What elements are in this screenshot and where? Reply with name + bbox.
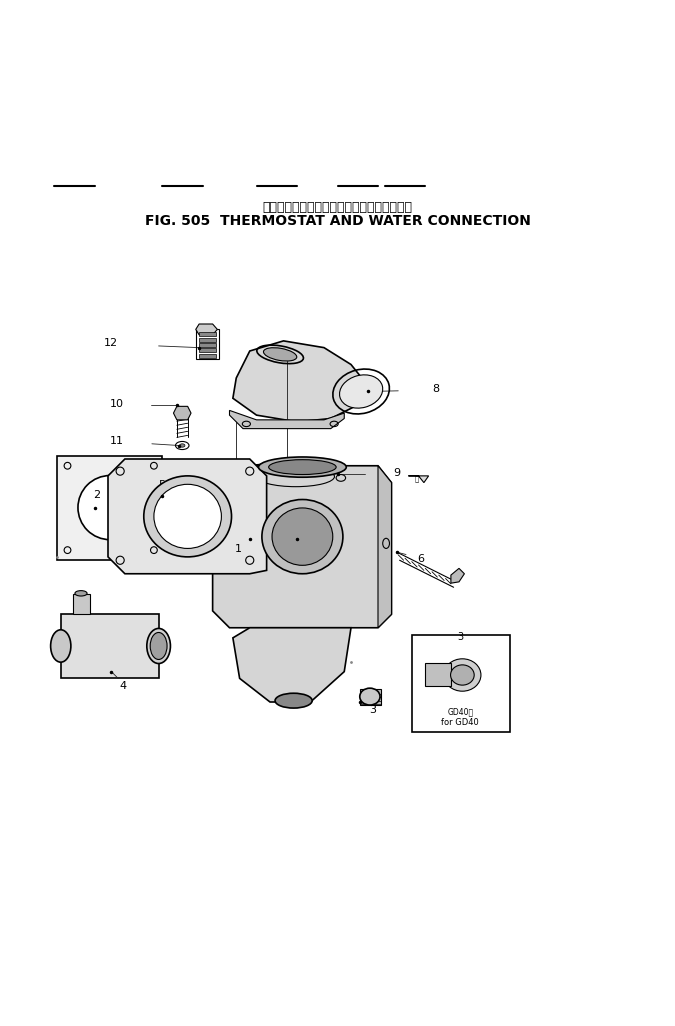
Text: GD40用: GD40用 bbox=[448, 708, 473, 716]
Text: 8: 8 bbox=[432, 385, 439, 394]
Text: FIG. 505  THERMOSTAT AND WATER CONNECTION: FIG. 505 THERMOSTAT AND WATER CONNECTION bbox=[144, 214, 531, 229]
Ellipse shape bbox=[180, 444, 185, 447]
Ellipse shape bbox=[263, 348, 297, 361]
Text: 3: 3 bbox=[457, 632, 464, 642]
Ellipse shape bbox=[150, 632, 167, 660]
Ellipse shape bbox=[144, 476, 232, 557]
Bar bbox=[199, 343, 216, 347]
Polygon shape bbox=[230, 410, 344, 429]
Ellipse shape bbox=[269, 460, 336, 474]
Text: 4: 4 bbox=[119, 681, 126, 692]
Bar bbox=[425, 663, 451, 686]
Ellipse shape bbox=[78, 475, 142, 540]
Bar bbox=[360, 688, 381, 706]
Text: 12: 12 bbox=[104, 338, 118, 348]
Text: 6: 6 bbox=[417, 554, 424, 564]
Bar bbox=[199, 332, 216, 337]
Bar bbox=[199, 354, 216, 358]
Text: 5: 5 bbox=[159, 479, 165, 489]
Polygon shape bbox=[408, 476, 429, 482]
Polygon shape bbox=[196, 324, 217, 334]
Polygon shape bbox=[230, 463, 364, 490]
Bar bbox=[199, 338, 216, 342]
Ellipse shape bbox=[51, 630, 71, 662]
Ellipse shape bbox=[154, 484, 221, 549]
Text: 7: 7 bbox=[314, 545, 321, 555]
Bar bbox=[57, 456, 162, 560]
Text: 3: 3 bbox=[369, 705, 376, 715]
Bar bbox=[73, 594, 90, 615]
Ellipse shape bbox=[340, 374, 383, 408]
Bar bbox=[196, 329, 219, 359]
Polygon shape bbox=[451, 568, 464, 583]
Ellipse shape bbox=[360, 688, 380, 705]
Text: 9: 9 bbox=[393, 468, 400, 477]
Bar bbox=[199, 348, 216, 352]
Text: 1: 1 bbox=[235, 545, 242, 554]
Ellipse shape bbox=[450, 665, 474, 685]
Text: 10: 10 bbox=[109, 399, 124, 409]
Ellipse shape bbox=[443, 659, 481, 692]
Ellipse shape bbox=[75, 591, 87, 596]
Ellipse shape bbox=[259, 457, 346, 477]
Ellipse shape bbox=[262, 500, 343, 574]
Text: 11: 11 bbox=[109, 436, 124, 445]
Ellipse shape bbox=[275, 694, 312, 708]
Bar bbox=[61, 615, 159, 678]
Polygon shape bbox=[233, 341, 364, 422]
Ellipse shape bbox=[147, 628, 170, 664]
Bar bbox=[412, 634, 510, 733]
Text: for GD40: for GD40 bbox=[441, 718, 479, 726]
Text: 矢: 矢 bbox=[414, 475, 418, 482]
Polygon shape bbox=[108, 459, 267, 574]
Polygon shape bbox=[173, 406, 191, 420]
Polygon shape bbox=[233, 628, 351, 702]
Polygon shape bbox=[378, 466, 392, 628]
Ellipse shape bbox=[272, 508, 333, 565]
Text: 2: 2 bbox=[92, 490, 100, 501]
Text: サーモスタットおよびウォータコネクション: サーモスタットおよびウォータコネクション bbox=[263, 201, 412, 214]
Polygon shape bbox=[213, 466, 392, 628]
